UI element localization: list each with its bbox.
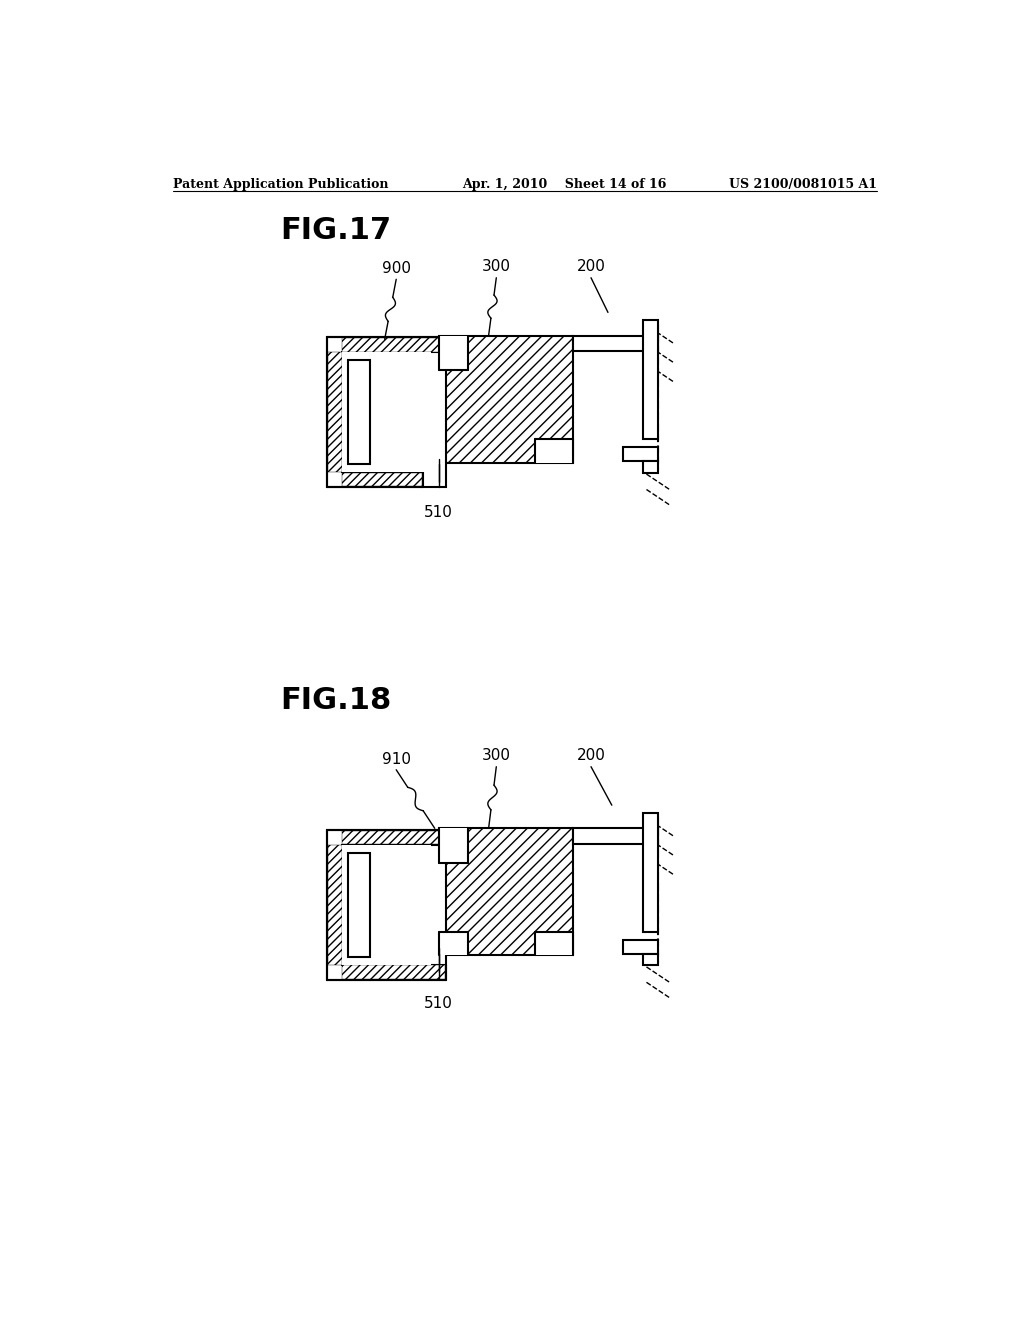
Bar [348,360,370,465]
Text: 200: 200 [577,259,605,275]
Bar [624,940,658,954]
Text: 300: 300 [482,748,511,763]
Text: FIG.18: FIG.18 [281,686,392,715]
Bar [342,845,431,965]
Bar [438,932,468,956]
Bar [327,337,446,487]
Text: 510: 510 [424,997,453,1011]
Bar [643,954,657,965]
Bar [438,335,573,462]
Text: 300: 300 [482,259,511,275]
Bar [438,335,468,370]
Bar [643,321,658,440]
Bar [438,829,468,863]
Bar [438,829,573,956]
Bar [643,321,657,438]
Text: FIG.17: FIG.17 [281,216,392,246]
Text: 510: 510 [424,506,453,520]
Text: Apr. 1, 2010    Sheet 14 of 16: Apr. 1, 2010 Sheet 14 of 16 [462,178,666,190]
Text: Patent Application Publication: Patent Application Publication [173,178,388,190]
Bar [643,462,657,471]
Text: 910: 910 [382,751,411,767]
Bar [624,447,658,461]
Bar [349,854,370,956]
Bar [573,829,658,843]
Bar [348,853,370,957]
Bar [625,941,656,952]
Bar [327,830,446,979]
Text: 900: 900 [382,261,411,276]
Bar [535,440,573,462]
Bar [643,461,658,473]
Bar [342,338,445,351]
Bar [342,965,445,979]
Bar [643,813,657,932]
Text: 200: 200 [577,748,605,763]
Bar [328,352,342,471]
Bar [342,830,445,845]
Bar [643,954,658,965]
Bar [643,813,658,932]
Bar [349,360,370,463]
Bar [342,473,422,487]
Bar [535,932,573,956]
Text: US 2100/0081015 A1: US 2100/0081015 A1 [729,178,878,190]
Bar [328,845,342,965]
Bar [342,352,431,471]
Bar [573,335,658,351]
Bar [625,449,656,459]
